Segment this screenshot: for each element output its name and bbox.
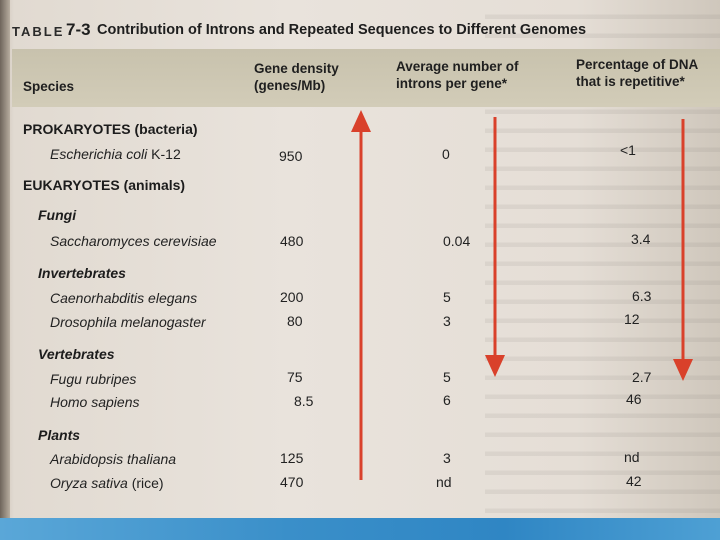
cell-introns: 6 (443, 392, 451, 408)
species-name: Drosophila melanogaster (50, 314, 206, 330)
table-row-species: Drosophila melanogaster (50, 314, 206, 330)
table-row-species: Oryza sativa (rice) (50, 475, 164, 491)
header-gene-density: Gene density (genes/Mb) (254, 60, 339, 94)
cell-repetitive: nd (624, 449, 640, 465)
header-repetitive: Percentage of DNA that is repetitive* (576, 56, 698, 90)
table-photo: TABLE 7-3 Contribution of Introns and Re… (0, 0, 720, 518)
cell-introns: nd (436, 474, 452, 490)
cell-density: 8.5 (294, 393, 314, 409)
down-arrow-icon (485, 117, 505, 377)
species-name: Arabidopsis thaliana (50, 451, 177, 467)
header-gene-density-line1: Gene density (254, 61, 339, 76)
cell-introns: 5 (443, 369, 451, 385)
cell-density: 200 (280, 289, 304, 305)
cell-repetitive: 3.4 (631, 231, 651, 247)
cell-repetitive: 42 (626, 473, 642, 489)
group-invertebrates: Invertebrates (38, 265, 126, 281)
table-row-species: Fugu rubripes (50, 371, 136, 387)
header-gene-density-line2: (genes/Mb) (254, 78, 326, 93)
title-text: Contribution of Introns and Repeated Seq… (97, 22, 587, 38)
cell-density: 950 (279, 148, 303, 164)
cell-repetitive: 46 (626, 391, 642, 407)
cell-density: 125 (280, 450, 304, 466)
table-row-species: Escherichia coli K-12 (50, 146, 181, 162)
header-introns: Average number of introns per gene* (396, 58, 519, 92)
species-name: Caenorhabditis elegans (50, 290, 198, 306)
group-vertebrates: Vertebrates (38, 346, 115, 362)
header-repetitive-line1: Percentage of DNA (576, 57, 699, 72)
cell-introns: 3 (443, 450, 451, 466)
species-suffix: K-12 (147, 146, 181, 162)
down-arrow-icon (673, 119, 693, 381)
cell-density: 470 (280, 474, 304, 490)
table-row-species: Homo sapiens (50, 394, 140, 410)
header-repetitive-line2: that is repetitive* (576, 74, 685, 89)
table-row-species: Caenorhabditis elegans (50, 290, 197, 306)
cell-density: 480 (280, 233, 304, 249)
cell-introns: 0.04 (443, 233, 471, 249)
cell-introns: 0 (442, 146, 450, 162)
header-species: Species (23, 79, 75, 94)
page-edge (0, 0, 10, 518)
species-name: Homo sapiens (50, 394, 140, 410)
title-number: 7-3 (66, 20, 91, 39)
cell-introns: 5 (443, 289, 451, 305)
cell-repetitive: 2.7 (632, 369, 652, 385)
species-name: Fugu rubripes (50, 371, 137, 387)
header-introns-line2: introns per gene* (396, 76, 508, 91)
cell-repetitive: 12 (624, 311, 640, 327)
species-name: Saccharomyces cerevisiae (50, 233, 217, 249)
cell-density: 75 (287, 369, 303, 385)
table-row-species: Arabidopsis thaliana (50, 451, 176, 467)
up-arrow-icon (351, 110, 371, 480)
group-fungi: Fungi (38, 207, 77, 223)
header-band (12, 49, 720, 107)
cell-density: 80 (287, 313, 303, 329)
species-name: Oryza sativa (50, 475, 128, 491)
table-row-species: Saccharomyces cerevisiae (50, 233, 217, 249)
species-name: Escherichia coli (50, 146, 148, 162)
table-title: TABLE 7-3 Contribution of Introns and Re… (0, 14, 720, 48)
header-introns-line1: Average number of (396, 59, 519, 74)
species-suffix: (rice) (127, 475, 164, 491)
section-eukaryotes: EUKARYOTES (animals) (23, 177, 186, 193)
cell-repetitive: <1 (620, 142, 636, 158)
group-plants: Plants (38, 427, 81, 443)
slide-footer-bar (0, 518, 720, 540)
section-prokaryotes: PROKARYOTES (bacteria) (23, 121, 198, 137)
cell-introns: 3 (443, 313, 451, 329)
cell-repetitive: 6.3 (632, 288, 652, 304)
title-prefix: TABLE (12, 24, 65, 39)
